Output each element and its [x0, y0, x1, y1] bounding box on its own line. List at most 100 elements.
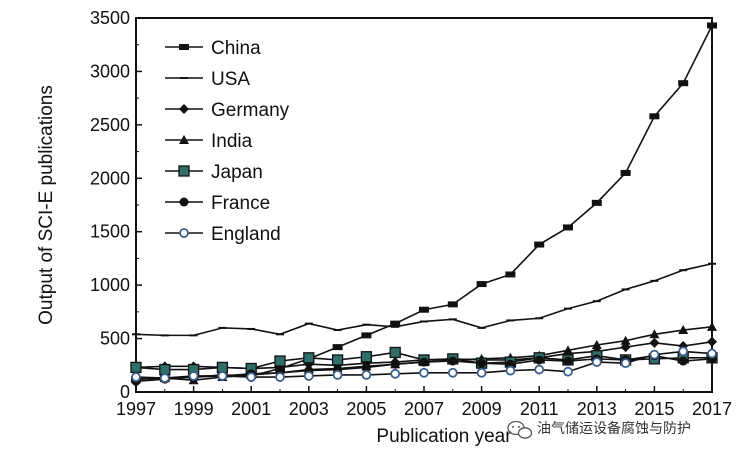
data-point-england [419, 367, 429, 378]
series-england [131, 346, 717, 384]
data-point-england [649, 349, 660, 360]
data-point-japan [274, 355, 286, 367]
data-point-india [649, 329, 660, 339]
data-point-england [188, 371, 199, 381]
legend-marker [179, 228, 189, 238]
data-point-china [361, 332, 372, 339]
data-point-india [620, 335, 631, 345]
data-point-china [563, 224, 573, 231]
data-point-china [447, 301, 458, 308]
data-point-england [332, 370, 343, 380]
data-point-france [361, 362, 371, 372]
data-point-england [159, 373, 170, 384]
data-point-england [707, 348, 717, 359]
data-point-china [620, 169, 631, 176]
data-point-japan [360, 351, 373, 363]
data-point-england [246, 372, 257, 382]
x-tick-label: 2001 [231, 399, 271, 419]
y-tick-label: 3000 [90, 61, 130, 81]
data-point-france [534, 355, 544, 365]
y-tick-label: 0 [120, 382, 130, 402]
data-point-england [390, 368, 401, 379]
legend-marker [179, 44, 189, 50]
data-point-china [591, 199, 602, 206]
data-point-france [678, 356, 688, 366]
y-tick-label: 2500 [90, 115, 130, 135]
y-axis: 0 500 1000 1500 2000 2500 3000 3500 [90, 8, 142, 402]
data-point-china [390, 320, 401, 327]
x-tick-label: 1999 [174, 399, 214, 419]
legend-label: USA [211, 69, 250, 90]
data-point-china [649, 113, 660, 120]
data-point-england [591, 357, 602, 367]
data-point-china [505, 271, 516, 278]
x-tick-label: 1997 [116, 399, 156, 419]
data-point-france [390, 359, 400, 369]
legend-marker [179, 135, 189, 144]
watermark-text: 油气储运设备腐蚀与防护 [537, 420, 691, 437]
data-point-china [534, 241, 545, 248]
y-tick-label: 500 [100, 329, 130, 349]
data-point-japan [130, 361, 142, 374]
data-point-japan [331, 354, 344, 366]
legend-marker [179, 197, 189, 207]
x-tick-label: 2007 [404, 399, 444, 419]
data-point-india [591, 339, 602, 349]
legend-entry-usa: USA [165, 69, 250, 90]
x-tick-label: 2013 [577, 399, 617, 419]
legend-entry-germany: Germany [165, 100, 290, 121]
data-point-china [678, 80, 689, 87]
wechat-icon [507, 420, 533, 439]
data-point-china [707, 22, 717, 29]
data-point-france [419, 357, 429, 367]
plot-area: 0 500 1000 1500 2000 2500 3000 3500 1997 1999 200… [90, 8, 732, 419]
data-point-india [678, 325, 689, 335]
data-point-england [361, 370, 372, 380]
y-axis-title: Output of SCI-E publications [36, 85, 57, 325]
x-tick-label: 2003 [289, 399, 329, 419]
data-point-england [534, 364, 545, 375]
legend-entry-india: India [165, 131, 253, 152]
legend-label: India [211, 131, 253, 152]
data-point-china [419, 306, 429, 313]
data-point-france [563, 356, 573, 366]
series-layer [130, 22, 718, 386]
legend: China USA Germany India Japan France England [165, 38, 290, 245]
data-point-england [447, 367, 458, 378]
series-usa [132, 262, 716, 337]
legend-label: Germany [211, 100, 290, 121]
data-point-japan [216, 361, 229, 374]
legend-entry-france: France [165, 193, 270, 214]
x-tick-label: 2015 [634, 399, 674, 419]
data-point-england [303, 371, 314, 381]
legend-label: China [211, 38, 261, 59]
data-point-england [505, 365, 516, 376]
legend-marker [179, 104, 189, 114]
legend-label: Japan [211, 162, 263, 183]
data-point-france [477, 358, 487, 368]
y-tick-label: 1500 [90, 222, 130, 242]
data-point-france [448, 356, 458, 366]
data-point-england [131, 372, 141, 382]
series-line-usa [135, 262, 713, 337]
data-point-japan [389, 346, 401, 359]
data-point-england [275, 372, 285, 382]
data-point-germany [707, 336, 717, 347]
data-point-england [620, 358, 631, 369]
x-axis-title: Publication year [376, 426, 512, 447]
x-tick-label: 2017 [692, 399, 732, 419]
data-point-england [563, 366, 573, 377]
data-point-england [678, 346, 689, 357]
legend-label: England [211, 224, 281, 245]
data-point-china [332, 344, 343, 351]
data-point-japan [159, 363, 171, 376]
data-point-china [476, 281, 487, 288]
legend-entry-china: China [165, 38, 261, 59]
y-tick-label: 2000 [90, 168, 130, 188]
legend-entry-england: England [165, 224, 281, 245]
data-point-india [707, 321, 717, 331]
data-point-england [217, 371, 228, 381]
y-tick-label: 1000 [90, 275, 130, 295]
x-tick-label: 2009 [462, 399, 502, 419]
